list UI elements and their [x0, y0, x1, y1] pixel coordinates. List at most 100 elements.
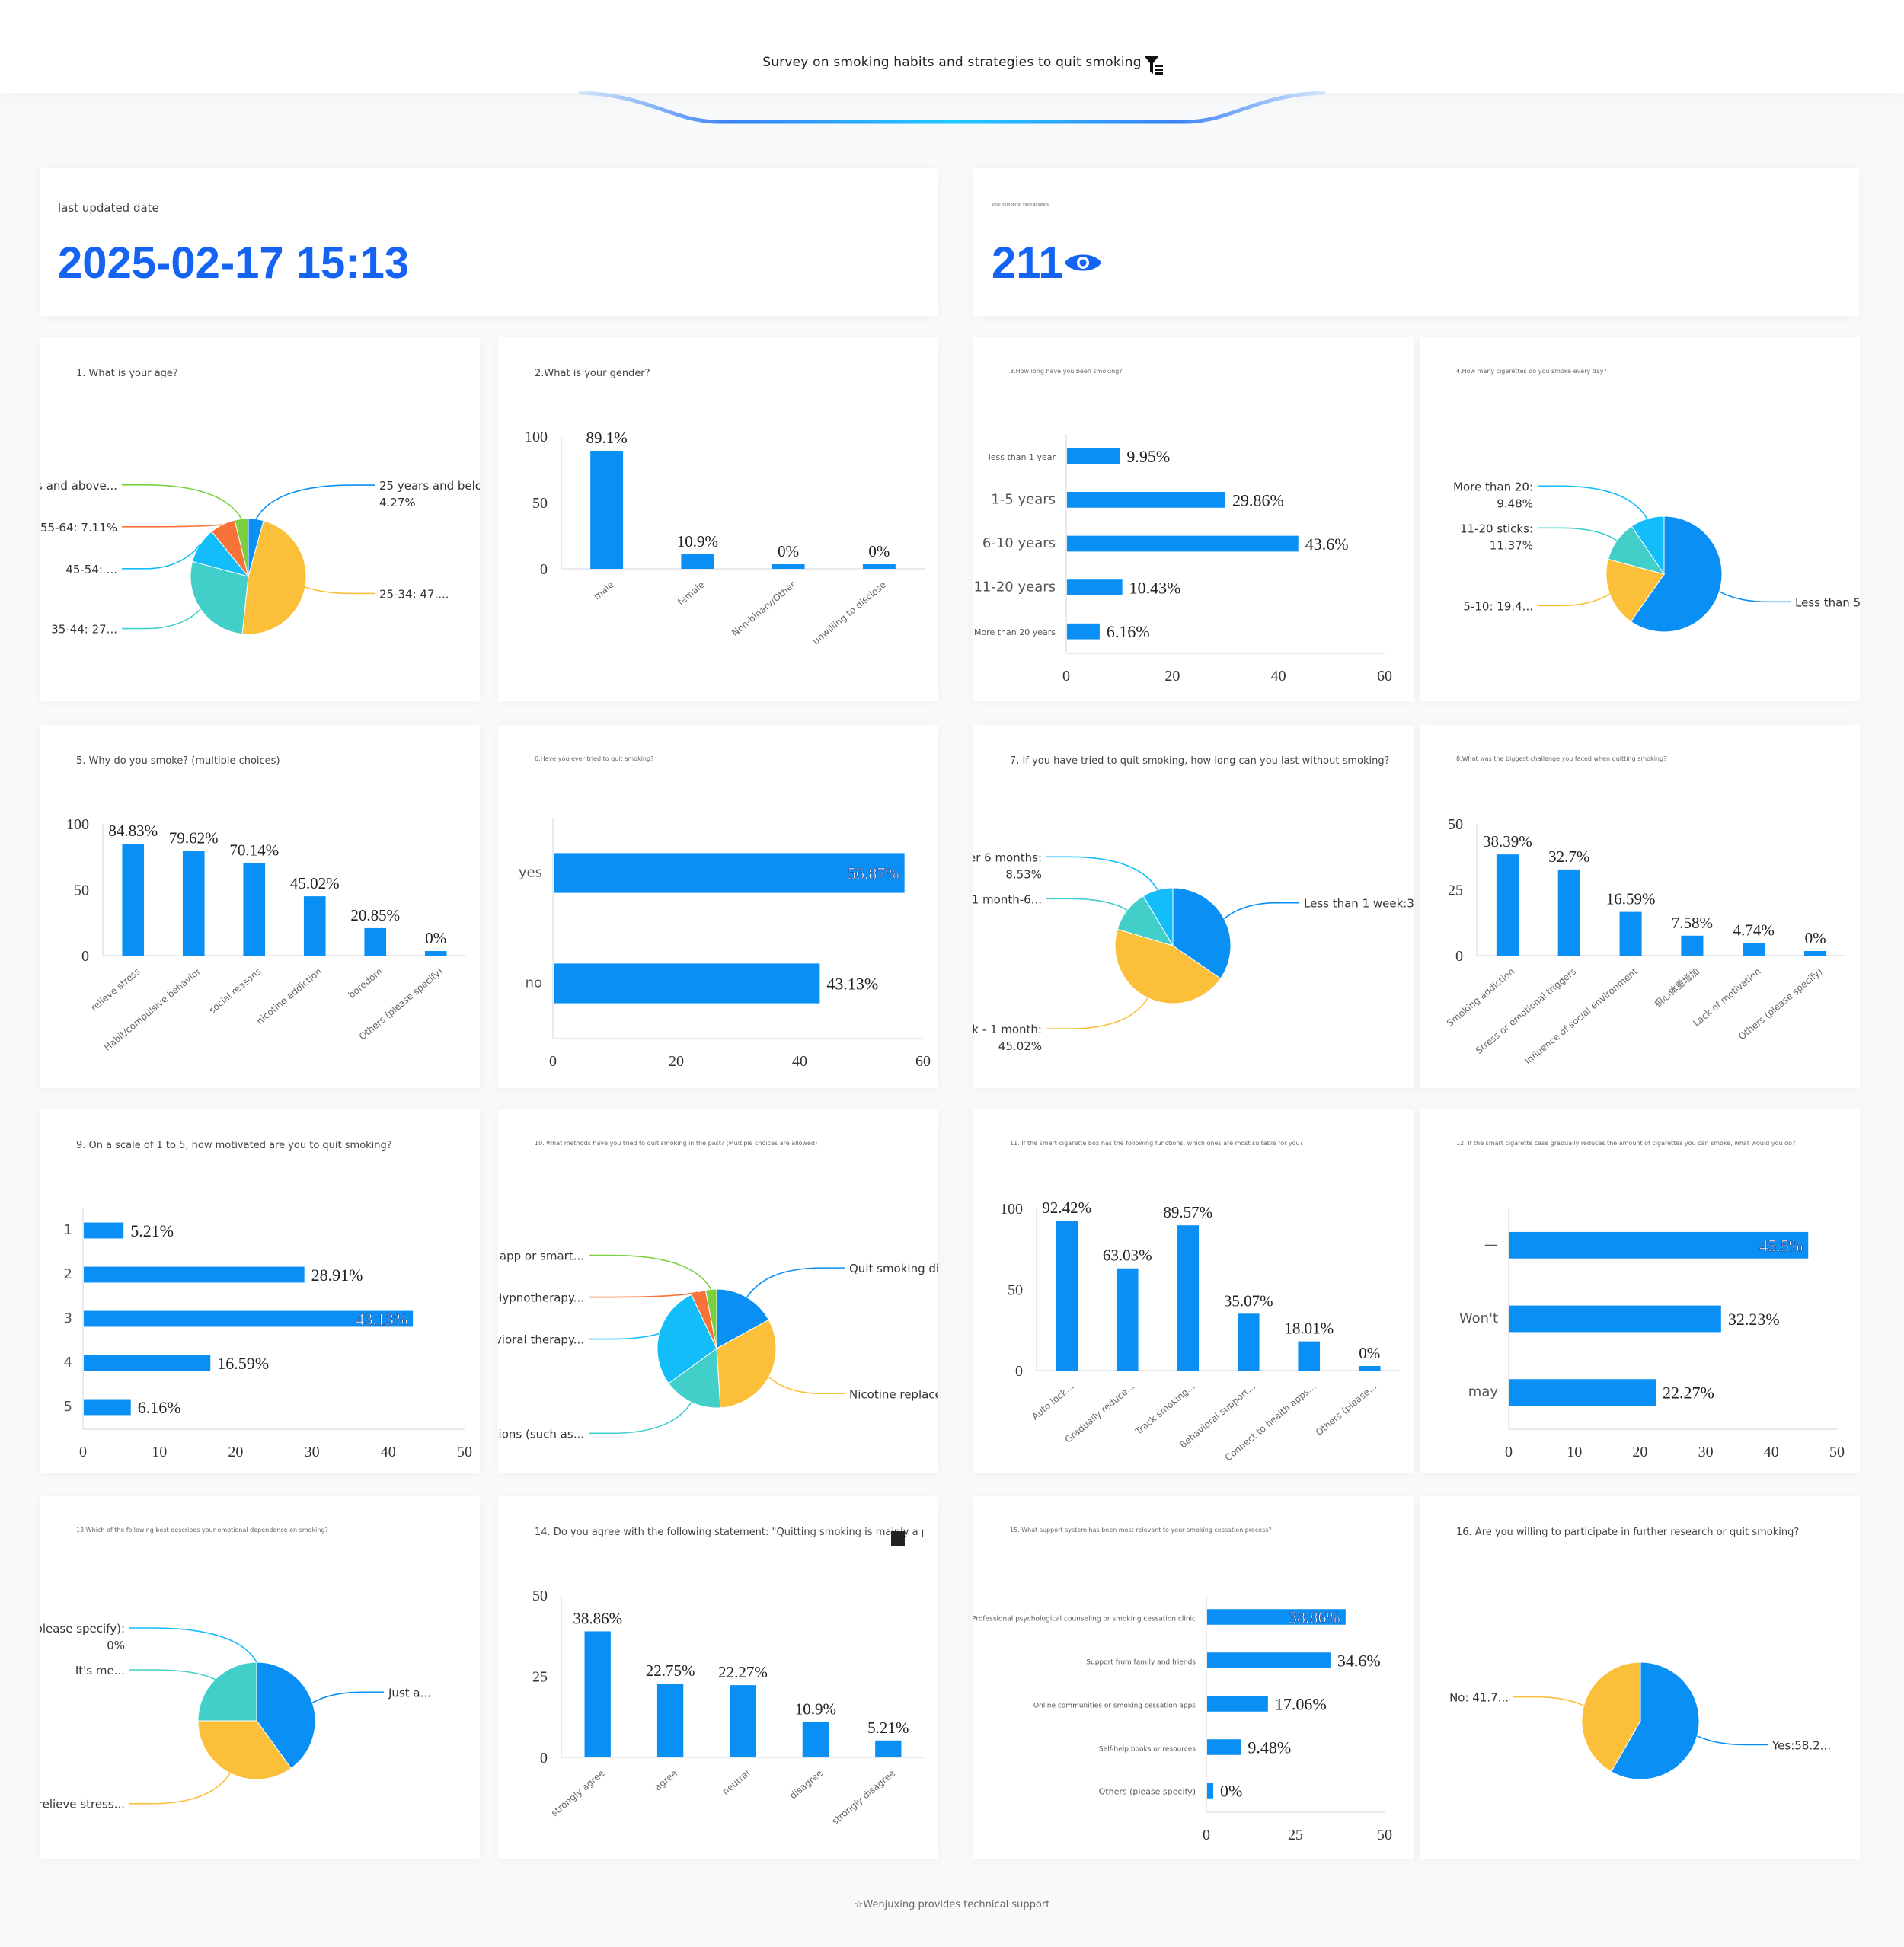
y-tick-label: 25 — [532, 1669, 548, 1686]
pie-slice[interactable] — [241, 520, 307, 635]
bar[interactable] — [1743, 943, 1765, 956]
bar[interactable] — [1619, 911, 1642, 956]
bar[interactable] — [1207, 1609, 1346, 1625]
x-category-label: Lack of motivation — [1691, 966, 1762, 1029]
bar[interactable] — [84, 1355, 211, 1371]
bar[interactable] — [1207, 1783, 1213, 1799]
bar[interactable] — [681, 554, 714, 569]
pie-slice[interactable] — [197, 1720, 292, 1780]
pie-label: Quit smoking directly (nat... — [849, 1262, 938, 1275]
pie-slice[interactable] — [197, 1661, 257, 1722]
y-tick-label: 50 — [532, 495, 548, 512]
pie-label-line: 4.27% — [379, 496, 416, 509]
pie-slice[interactable] — [1605, 558, 1665, 622]
bar[interactable] — [1067, 623, 1100, 640]
pie-slice[interactable] — [1631, 515, 1665, 576]
eye-icon[interactable] — [1063, 250, 1103, 276]
bar-value-label: 38.39% — [1483, 832, 1532, 851]
bar[interactable] — [1056, 1221, 1078, 1371]
chart-title: 12. If the smart cigarette case graduall… — [1456, 1140, 1796, 1147]
bar[interactable] — [1207, 1739, 1241, 1755]
bar[interactable] — [875, 1740, 902, 1757]
pie-label-line: 1 month-6... — [973, 892, 1042, 906]
bar[interactable] — [802, 1722, 829, 1757]
pie-slice[interactable] — [1172, 887, 1232, 979]
y-tick-label: 0 — [81, 948, 89, 965]
bar[interactable] — [772, 564, 805, 569]
pie-slice[interactable] — [1142, 887, 1174, 947]
pie-slice[interactable] — [190, 560, 249, 635]
bar[interactable] — [1804, 951, 1827, 956]
bar[interactable] — [1358, 1366, 1381, 1371]
pie-leader-line — [746, 1267, 845, 1298]
bar[interactable] — [590, 450, 624, 569]
chart-q1: 25 years and below: 4.27% 25-34: 47.... 35-… — [40, 479, 480, 637]
bar[interactable] — [584, 1631, 611, 1757]
bar[interactable] — [1496, 854, 1519, 956]
bar[interactable] — [862, 564, 896, 569]
pie-slice[interactable] — [704, 1288, 717, 1349]
bar[interactable] — [1298, 1341, 1321, 1371]
x-tick-label: 40 — [381, 1444, 396, 1460]
bar-value-label: 43.13% — [826, 975, 878, 994]
pie-label-line: Yes:58.2... — [1771, 1738, 1831, 1752]
bar[interactable] — [1067, 579, 1123, 595]
bar[interactable] — [554, 853, 905, 893]
bar[interactable] — [364, 927, 387, 956]
bar[interactable] — [1067, 448, 1120, 464]
bar-value-label: 9.95% — [1126, 447, 1170, 466]
bar[interactable] — [1509, 1231, 1809, 1259]
chart-q15: 0 25 50 38.86% Professional psychological co… — [973, 1595, 1392, 1843]
bar[interactable] — [243, 863, 266, 956]
x-category-label: strongly agree — [549, 1768, 607, 1819]
bar[interactable] — [122, 844, 145, 956]
bar[interactable] — [424, 951, 447, 956]
chart-title: 1. What is your age? — [76, 368, 178, 379]
bar[interactable] — [1557, 869, 1580, 956]
pie-label-line: More than 20: — [1453, 480, 1533, 493]
pie-leader-line — [589, 1333, 660, 1340]
bar[interactable] — [1067, 492, 1226, 508]
pie-slice[interactable] — [656, 1294, 717, 1384]
bar[interactable] — [1237, 1313, 1260, 1371]
chart-card-q3: 0 20 40 60 9.95% less than 1 year 29.86% 1-5 ye… — [973, 337, 1414, 701]
pie-slice[interactable] — [256, 1661, 316, 1769]
x-category-label: Stress or emotional triggers — [1474, 966, 1578, 1056]
bar[interactable] — [656, 1684, 684, 1757]
y-category-label: less than 1 year — [989, 452, 1056, 462]
bar[interactable] — [1116, 1268, 1139, 1371]
pie-label-line: Quit smoking directly (nat... — [849, 1262, 938, 1275]
pie-slice[interactable] — [1630, 515, 1723, 633]
chart-title: 4.How many cigarettes do you smoke every… — [1456, 368, 1607, 375]
y-category-label: 1-5 years — [991, 491, 1056, 507]
pie-label-line: Less than 5... — [1795, 595, 1860, 609]
bar-value-label: 5.21% — [867, 1719, 909, 1737]
bar[interactable] — [1207, 1652, 1331, 1668]
bar-value-label: 84.83% — [108, 822, 158, 840]
bar[interactable] — [730, 1685, 756, 1757]
bar-value-label: 0% — [425, 929, 446, 947]
bar[interactable] — [84, 1310, 414, 1327]
y-category-label: yes — [519, 865, 542, 881]
bar[interactable] — [1681, 935, 1704, 956]
bar[interactable] — [554, 963, 820, 1004]
bar[interactable] — [1509, 1379, 1656, 1406]
filter-list-icon[interactable] — [1142, 53, 1165, 76]
pie-slice[interactable] — [668, 1348, 721, 1409]
bar[interactable] — [1207, 1696, 1268, 1712]
bar[interactable] — [84, 1222, 124, 1239]
bar[interactable] — [84, 1399, 131, 1416]
chart-title: 3.How long have you been smoking? — [1010, 368, 1123, 375]
bar[interactable] — [182, 851, 205, 956]
chart-card-q14: 0 25 50 38.86% strongly agree 22.75% agree 22.2… — [498, 1496, 938, 1859]
bar[interactable] — [84, 1266, 305, 1283]
bar[interactable] — [1067, 535, 1299, 552]
bar[interactable] — [303, 896, 326, 956]
bar[interactable] — [1177, 1225, 1200, 1371]
bar-value-label: 38.86% — [573, 1609, 622, 1627]
pie-leader-line — [1046, 997, 1148, 1029]
pie-slice[interactable] — [1610, 1661, 1700, 1780]
pie-slice[interactable] — [1114, 928, 1222, 1004]
pie-label: Less than 1 week:3... — [1304, 897, 1414, 911]
bar[interactable] — [1509, 1305, 1721, 1333]
